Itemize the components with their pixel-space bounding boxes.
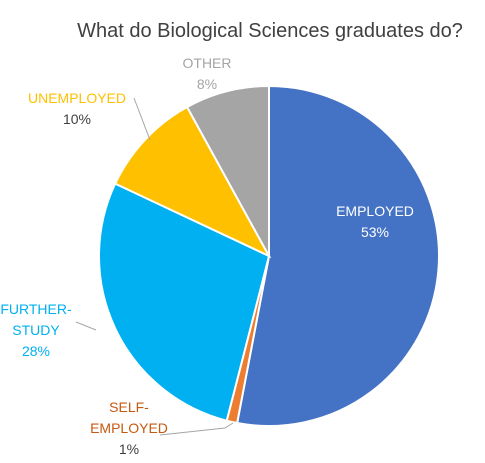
pie-slice-other — [185, 84, 270, 257]
data-label-name: STUDY — [12, 322, 60, 338]
data-label-unemployed: UNEMPLOYED 10% — [28, 90, 126, 127]
pie-slices — [98, 84, 440, 427]
leader-line-other — [209, 99, 215, 105]
data-label-percent: 1% — [119, 441, 139, 457]
data-label-other: OTHER 8% — [183, 55, 232, 92]
chart-title: What do Biological Sciences graduates do… — [77, 20, 463, 42]
leader-line-self-employed — [159, 422, 234, 436]
leader-line-unemployed — [133, 97, 151, 141]
leader-line-further-study — [75, 321, 97, 331]
data-label-name: EMPLOYED — [336, 203, 414, 219]
data-label-percent: 28% — [22, 343, 50, 359]
data-label-name: SELF- — [109, 399, 149, 415]
data-label-name: OTHER — [183, 55, 232, 71]
leader-lines — [75, 97, 234, 436]
data-label-percent: 8% — [197, 76, 217, 92]
pie-slice-further-study — [98, 182, 271, 422]
data-labels: EMPLOYED 53% SELF- EMPLOYED 1% FURTHER- STUDY 2… — [0, 55, 414, 457]
pie-slice-employed — [235, 84, 440, 427]
data-label-name: FURTHER- — [0, 301, 72, 317]
data-label-name: EMPLOYED — [90, 420, 168, 436]
pie-slice-unemployed — [113, 105, 272, 259]
data-label-self-employed: SELF- EMPLOYED 1% — [90, 399, 168, 457]
data-label-percent: 53% — [361, 224, 389, 240]
data-label-percent: 10% — [63, 111, 91, 127]
data-label-name: UNEMPLOYED — [28, 90, 126, 106]
data-label-further-study: FURTHER- STUDY 28% — [0, 301, 72, 359]
data-label-employed: EMPLOYED 53% — [336, 203, 414, 240]
